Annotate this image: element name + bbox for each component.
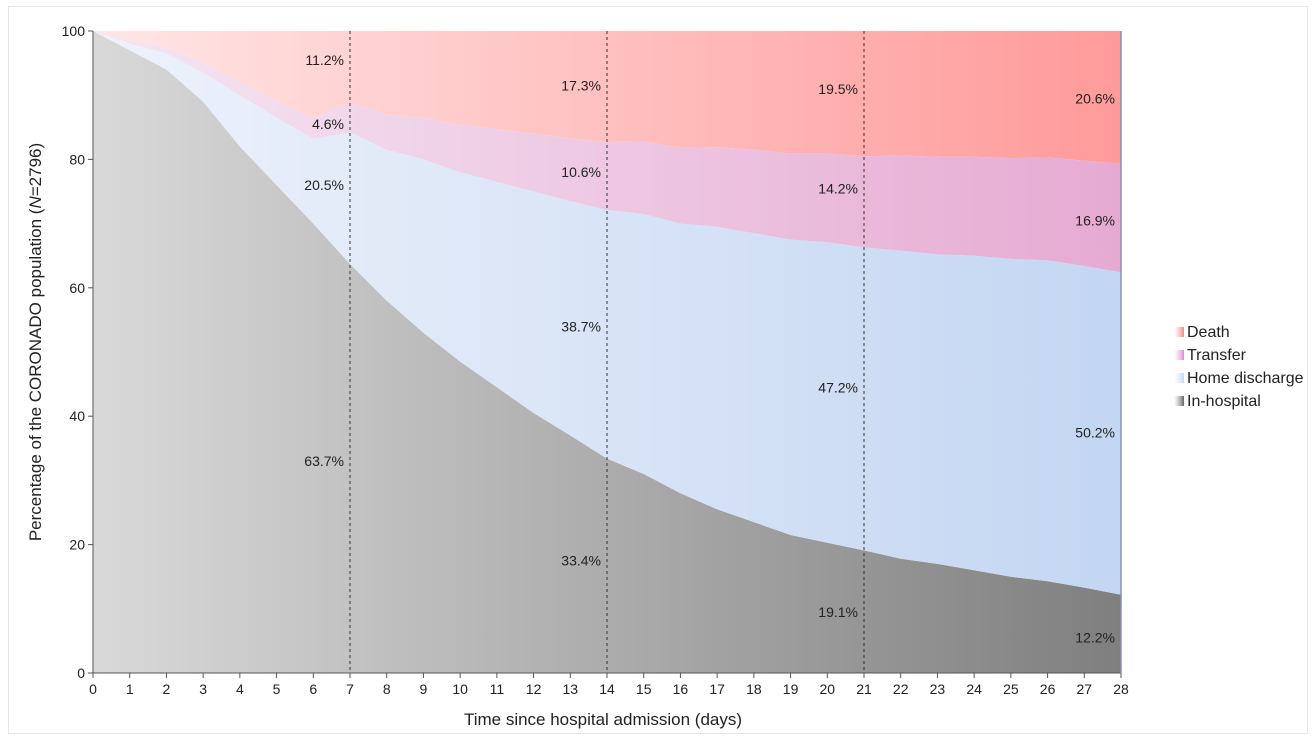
x-tick-label: 6 [309, 681, 317, 697]
x-tick-label: 28 [1113, 681, 1129, 697]
x-tick-label: 17 [709, 681, 725, 697]
x-tick-label: 21 [856, 681, 872, 697]
legend-swatch-transfer [1174, 350, 1184, 360]
x-tick-label: 15 [636, 681, 652, 697]
data-label-day-28: 20.6% [1075, 90, 1115, 106]
x-tick-label: 20 [819, 681, 835, 697]
y-axis-ticks: 0 20 40 60 80 100 [62, 23, 93, 681]
x-tick-label: 14 [599, 681, 615, 697]
data-label-day-21: 14.2% [818, 180, 858, 196]
x-tick-label: 12 [526, 681, 542, 697]
x-tick-label: 18 [746, 681, 762, 697]
x-tick-label: 5 [273, 681, 281, 697]
y-tick-label: 100 [62, 23, 86, 39]
data-label-day-14: 10.6% [561, 164, 601, 180]
x-tick-label: 3 [199, 681, 207, 697]
x-tick-label: 25 [1003, 681, 1019, 697]
data-label-day-21: 47.2% [818, 379, 858, 395]
data-label-day-14: 38.7% [561, 318, 601, 334]
x-axis-label: Time since hospital admission (days) [464, 710, 742, 729]
y-axis-label-suffix: =2796) [26, 143, 45, 196]
x-tick-label: 10 [452, 681, 468, 697]
data-label-day-7: 20.5% [304, 177, 344, 193]
x-tick-label: 0 [89, 681, 97, 697]
data-label-day-28: 16.9% [1075, 212, 1115, 228]
data-label-day-28: 12.2% [1075, 630, 1115, 646]
stacked-area-chart: 0 1 2 3 4 5 6 7 8 9 10 11 12 13 14 15 16 17 18 19 20 21 22 23 24… [26, 23, 1304, 729]
legend-label-transfer: Transfer [1187, 347, 1247, 364]
y-axis-label-n: N [26, 196, 45, 209]
data-label-day-7: 11.2% [305, 52, 344, 68]
x-tick-label: 9 [420, 681, 428, 697]
data-label-day-14: 17.3% [561, 78, 601, 94]
x-tick-label: 13 [562, 681, 578, 697]
y-tick-label: 80 [69, 151, 85, 167]
x-tick-label: 23 [930, 681, 946, 697]
x-tick-label: 19 [783, 681, 799, 697]
data-label-day-7: 4.6% [312, 116, 344, 132]
figure-frame: 0 1 2 3 4 5 6 7 8 9 10 11 12 13 14 15 16 17 18 19 20 21 22 23 24… [8, 6, 1308, 734]
data-label-day-21: 19.1% [818, 604, 858, 620]
data-label-day-14: 33.4% [561, 553, 601, 569]
x-tick-label: 22 [893, 681, 909, 697]
legend-swatch-home-discharge [1174, 373, 1184, 383]
data-label-day-7: 63.7% [304, 453, 344, 469]
legend-label-home-discharge: Home discharge [1187, 370, 1304, 387]
legend-label-in-hospital: In-hospital [1187, 393, 1261, 410]
x-tick-label: 2 [163, 681, 171, 697]
x-tick-label: 4 [236, 681, 244, 697]
legend-swatch-in-hospital [1174, 396, 1184, 406]
x-tick-label: 27 [1076, 681, 1092, 697]
y-tick-label: 20 [69, 537, 85, 553]
x-axis-ticks: 0 1 2 3 4 5 6 7 8 9 10 11 12 13 14 15 16 17 18 19 20 21 22 23 24… [89, 673, 1129, 697]
y-axis-label: Percentage of the CORONADO population (N… [26, 143, 45, 541]
y-tick-label: 40 [69, 408, 85, 424]
data-label-day-28: 50.2% [1075, 424, 1115, 440]
x-tick-label: 7 [346, 681, 354, 697]
legend-label-death: Death [1187, 324, 1230, 341]
x-tick-label: 24 [966, 681, 982, 697]
legend-swatch-death [1174, 327, 1184, 337]
x-tick-label: 1 [126, 681, 134, 697]
data-labels: 11.2% 4.6% 20.5% 63.7% 17.3% 10.6% 38.7% 33.4% 1… [304, 52, 1115, 646]
reference-lines [349, 31, 865, 673]
x-tick-label: 11 [490, 681, 505, 697]
legend: Death Transfer Home discharge In-hospital [1174, 324, 1304, 410]
y-axis-label-prefix: Percentage of the CORONADO population ( [26, 208, 45, 541]
x-tick-label: 16 [673, 681, 689, 697]
x-tick-label: 26 [1040, 681, 1056, 697]
y-tick-label: 0 [77, 665, 85, 681]
x-tick-label: 8 [383, 681, 391, 697]
data-label-day-21: 19.5% [818, 81, 858, 97]
y-tick-label: 60 [69, 280, 85, 296]
